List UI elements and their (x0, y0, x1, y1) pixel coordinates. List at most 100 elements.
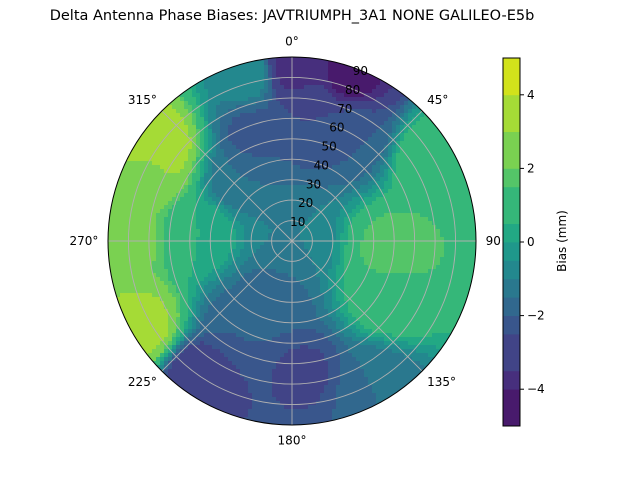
contour-cell (372, 221, 377, 226)
contour-cell (280, 265, 285, 270)
contour-cell (120, 205, 125, 210)
contour-cell (312, 265, 317, 270)
contour-cell (216, 193, 221, 198)
contour-cell (112, 297, 117, 302)
contour-cell (388, 233, 393, 238)
contour-cell (448, 273, 453, 278)
contour-cell (160, 125, 165, 130)
contour-cell (396, 253, 401, 258)
contour-cell (296, 253, 301, 258)
contour-cell (212, 113, 217, 118)
contour-cell (308, 281, 313, 286)
contour-cell (164, 217, 169, 222)
contour-cell (344, 109, 349, 114)
contour-cell (264, 281, 269, 286)
contour-cell (336, 265, 341, 270)
contour-cell (288, 173, 293, 178)
contour-cell (228, 81, 233, 86)
contour-cell (364, 237, 369, 242)
contour-cell (248, 93, 253, 98)
contour-cell (204, 229, 209, 234)
contour-cell (376, 257, 381, 262)
contour-cell (304, 141, 309, 146)
contour-cell (312, 181, 317, 186)
contour-cell (308, 249, 313, 254)
contour-cell (176, 141, 181, 146)
contour-cell (376, 217, 381, 222)
contour-cell (216, 253, 221, 258)
contour-cell (272, 225, 277, 230)
contour-cell (204, 233, 209, 238)
contour-cell (416, 149, 421, 154)
contour-cell (444, 145, 449, 150)
contour-cell (384, 261, 389, 266)
contour-cell (180, 225, 185, 230)
contour-cell (164, 209, 169, 214)
contour-cell (432, 161, 437, 166)
contour-cell (344, 285, 349, 290)
contour-cell (144, 257, 149, 262)
contour-cell (300, 205, 305, 210)
contour-cell (172, 173, 177, 178)
contour-cell (452, 229, 457, 234)
contour-cell (160, 245, 165, 250)
contour-cell (152, 237, 157, 242)
contour-cell (376, 281, 381, 286)
contour-cell (220, 229, 225, 234)
contour-cell (336, 213, 341, 218)
contour-cell (316, 173, 321, 178)
contour-cell (416, 137, 421, 142)
contour-cell (328, 161, 333, 166)
contour-cell (432, 173, 437, 178)
contour-cell (448, 297, 453, 302)
contour-cell (276, 221, 281, 226)
contour-cell (272, 165, 277, 170)
contour-cell (136, 269, 141, 274)
contour-cell (308, 145, 313, 150)
contour-cell (324, 185, 329, 190)
contour-cell (380, 261, 385, 266)
contour-cell (320, 165, 325, 170)
contour-cell (416, 301, 421, 306)
contour-cell (452, 173, 457, 178)
contour-cell (384, 229, 389, 234)
contour-cell (160, 141, 165, 146)
contour-cell (328, 65, 333, 70)
contour-cell (328, 245, 333, 250)
contour-cell (168, 297, 173, 302)
contour-cell (368, 193, 373, 198)
contour-cell (168, 165, 173, 170)
contour-cell (352, 161, 357, 166)
contour-cell (288, 113, 293, 118)
contour-cell (232, 293, 237, 298)
contour-cell (260, 133, 265, 138)
contour-cell (464, 245, 469, 250)
contour-cell (420, 237, 425, 242)
contour-cell (404, 277, 409, 282)
contour-cell (216, 109, 221, 114)
contour-cell (236, 273, 241, 278)
contour-cell (280, 297, 285, 302)
contour-cell (460, 261, 465, 266)
contour-cell (176, 289, 181, 294)
contour-cell (408, 221, 413, 226)
contour-cell (280, 109, 285, 114)
contour-cell (136, 189, 141, 194)
contour-cell (180, 189, 185, 194)
contour-cell (296, 225, 301, 230)
contour-cell (144, 133, 149, 138)
contour-cell (200, 201, 205, 206)
contour-cell (220, 161, 225, 166)
contour-cell (312, 113, 317, 118)
contour-cell (360, 293, 365, 298)
contour-cell (224, 209, 229, 214)
contour-cell (240, 213, 245, 218)
contour-cell (368, 101, 373, 106)
contour-cell (420, 233, 425, 238)
contour-cell (344, 241, 349, 246)
contour-cell (436, 237, 441, 242)
contour-cell (220, 181, 225, 186)
contour-cell (320, 237, 325, 242)
contour-cell (140, 269, 145, 274)
contour-cell (284, 189, 289, 194)
